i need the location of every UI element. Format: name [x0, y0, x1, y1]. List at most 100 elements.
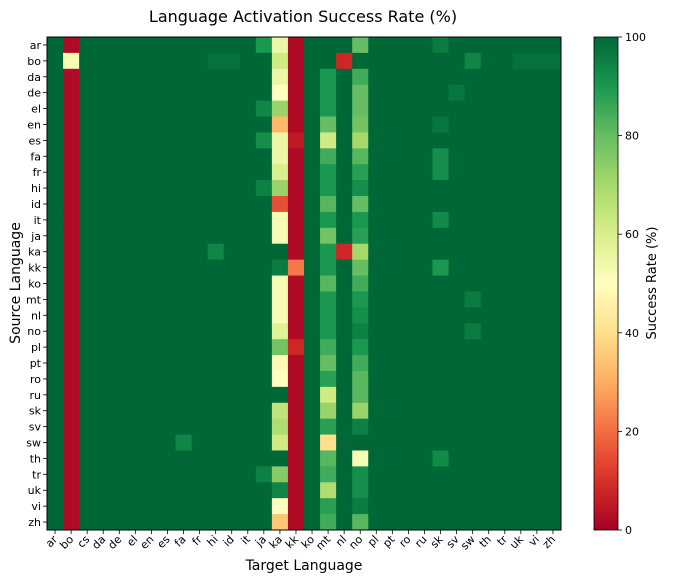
heatmap-cell-kk-sv	[448, 259, 466, 276]
heatmap-cell-no-bo	[63, 323, 80, 340]
heatmap-cell-th-tr	[496, 450, 514, 467]
heatmap-cell-sw-de	[111, 434, 128, 451]
heatmap-cell-sk-zh	[544, 402, 562, 420]
heatmap-cell-sk-ja	[255, 402, 273, 420]
heatmap-cell-id-ro	[400, 196, 417, 213]
x-tick-label: hi	[204, 533, 220, 549]
heatmap-cell-zh-el	[127, 514, 144, 531]
x-tick-label: sw	[458, 533, 478, 553]
heatmap-cell-kk-ka	[271, 259, 289, 276]
y-tick-label: el	[31, 103, 41, 116]
heatmap-cell-de-no	[352, 84, 369, 102]
heatmap-cell-no-sv	[448, 323, 466, 340]
heatmap-cell-ro-ja	[255, 370, 273, 388]
heatmap-cell-ka-hi	[207, 243, 225, 261]
heatmap-cell-fa-hi	[207, 148, 225, 165]
heatmap-cell-de-ja	[255, 84, 273, 102]
heatmap-cell-bo-zh	[544, 52, 562, 70]
heatmap-cell-sv-pl	[368, 418, 385, 435]
heatmap-cell-ko-ru	[416, 275, 433, 292]
heatmap-cell-it-cs	[79, 211, 96, 229]
heatmap-cell-zh-mt	[320, 514, 337, 531]
heatmap-cell-ka-sv	[448, 243, 466, 261]
heatmap-cell-id-fa	[175, 196, 192, 213]
heatmap-cell-it-th	[480, 211, 498, 229]
heatmap-cell-sv-zh	[544, 418, 562, 435]
heatmap-cell-mt-fa	[175, 291, 192, 308]
heatmap-cell-en-uk	[512, 116, 530, 133]
heatmap-cell-ka-vi	[528, 243, 546, 261]
x-tick-label: zh	[540, 533, 558, 551]
heatmap-cell-ar-fr	[191, 37, 209, 54]
heatmap-cell-th-no	[352, 450, 369, 467]
colorbar-tick-label: 60	[625, 228, 639, 241]
heatmap-cell-id-nl	[336, 196, 353, 213]
heatmap-cell-da-sw	[464, 68, 482, 86]
heatmap-cell-kk-ru	[416, 259, 433, 276]
heatmap-cell-ar-hi	[207, 37, 225, 54]
heatmap-cell-tr-no	[352, 466, 369, 483]
heatmap-cell-zh-it	[239, 514, 257, 531]
heatmap-cell-el-ko	[304, 100, 321, 117]
heatmap-cell-it-sw	[464, 211, 482, 229]
heatmap-cell-pt-nl	[336, 355, 353, 372]
heatmap-cell-uk-ro	[400, 482, 417, 499]
heatmap-cell-sv-it	[239, 418, 257, 435]
heatmap-cell-no-fa	[175, 323, 192, 340]
heatmap-cell-uk-tr	[496, 482, 514, 499]
heatmap-cell-de-th	[480, 84, 498, 102]
heatmap-cell-mt-ko	[304, 291, 321, 308]
heatmap-cell-hi-fr	[191, 180, 209, 197]
heatmap-cell-ja-zh	[544, 227, 562, 245]
heatmap-cell-ka-kk	[287, 243, 305, 261]
heatmap-cell-el-sk	[432, 100, 449, 117]
heatmap-cell-el-en	[143, 100, 160, 117]
heatmap-cell-no-th	[480, 323, 498, 340]
heatmap-cell-sk-sv	[448, 402, 466, 420]
heatmap-cell-el-bo	[63, 100, 80, 117]
heatmap-cell-zh-sv	[448, 514, 466, 531]
heatmap-cell-zh-bo	[63, 514, 80, 531]
heatmap-cell-tr-el	[127, 466, 144, 483]
heatmap-cell-da-uk	[512, 68, 530, 86]
heatmap-cell-pt-en	[143, 355, 160, 372]
heatmap-cell-th-id	[223, 450, 241, 467]
heatmap-cell-fa-ru	[416, 148, 433, 165]
heatmap-cell-fa-sk	[432, 148, 449, 165]
heatmap-cell-es-da	[95, 132, 112, 149]
heatmap-cell-ro-el	[127, 370, 144, 388]
heatmap-cell-sk-bo	[63, 402, 80, 420]
heatmap-cell-fa-fr	[191, 148, 209, 165]
heatmap-cell-it-nl	[336, 211, 353, 229]
heatmap-cell-ru-cs	[79, 386, 96, 404]
heatmap-cell-da-it	[239, 68, 257, 86]
heatmap-cell-id-no	[352, 196, 369, 213]
heatmap-cell-it-tr	[496, 211, 514, 229]
heatmap-cell-ka-fa	[175, 243, 192, 261]
heatmap-cell-ro-ka	[271, 370, 289, 388]
y-tick-label: fr	[33, 166, 42, 179]
heatmap-cell-en-ko	[304, 116, 321, 133]
colorbar-tick-label: 20	[625, 425, 639, 438]
heatmap-cell-da-sv	[448, 68, 466, 86]
heatmap-cell-mt-id	[223, 291, 241, 308]
heatmap-cell-el-ro	[400, 100, 417, 117]
heatmap-cell-es-ru	[416, 132, 433, 149]
heatmap-cell-sv-ko	[304, 418, 321, 435]
heatmap-cell-pl-hi	[207, 339, 225, 356]
heatmap-cell-mt-th	[480, 291, 498, 308]
heatmap-cell-da-fa	[175, 68, 192, 86]
heatmap-cell-de-kk	[287, 84, 305, 102]
heatmap-cell-pt-cs	[79, 355, 96, 372]
heatmap-cell-es-vi	[528, 132, 546, 149]
heatmap-cell-fa-ar	[47, 148, 64, 165]
heatmap-cell-kk-ro	[400, 259, 417, 276]
heatmap-cell-id-hi	[207, 196, 225, 213]
heatmap-cell-sk-hi	[207, 402, 225, 420]
heatmap-cell-sw-sk	[432, 434, 449, 451]
heatmap-cell-vi-da	[95, 498, 112, 515]
heatmap-cell-bo-de	[111, 52, 128, 70]
heatmap-cell-pt-pl	[368, 355, 385, 372]
heatmap-cell-ko-id	[223, 275, 241, 292]
heatmap-cell-es-cs	[79, 132, 96, 149]
